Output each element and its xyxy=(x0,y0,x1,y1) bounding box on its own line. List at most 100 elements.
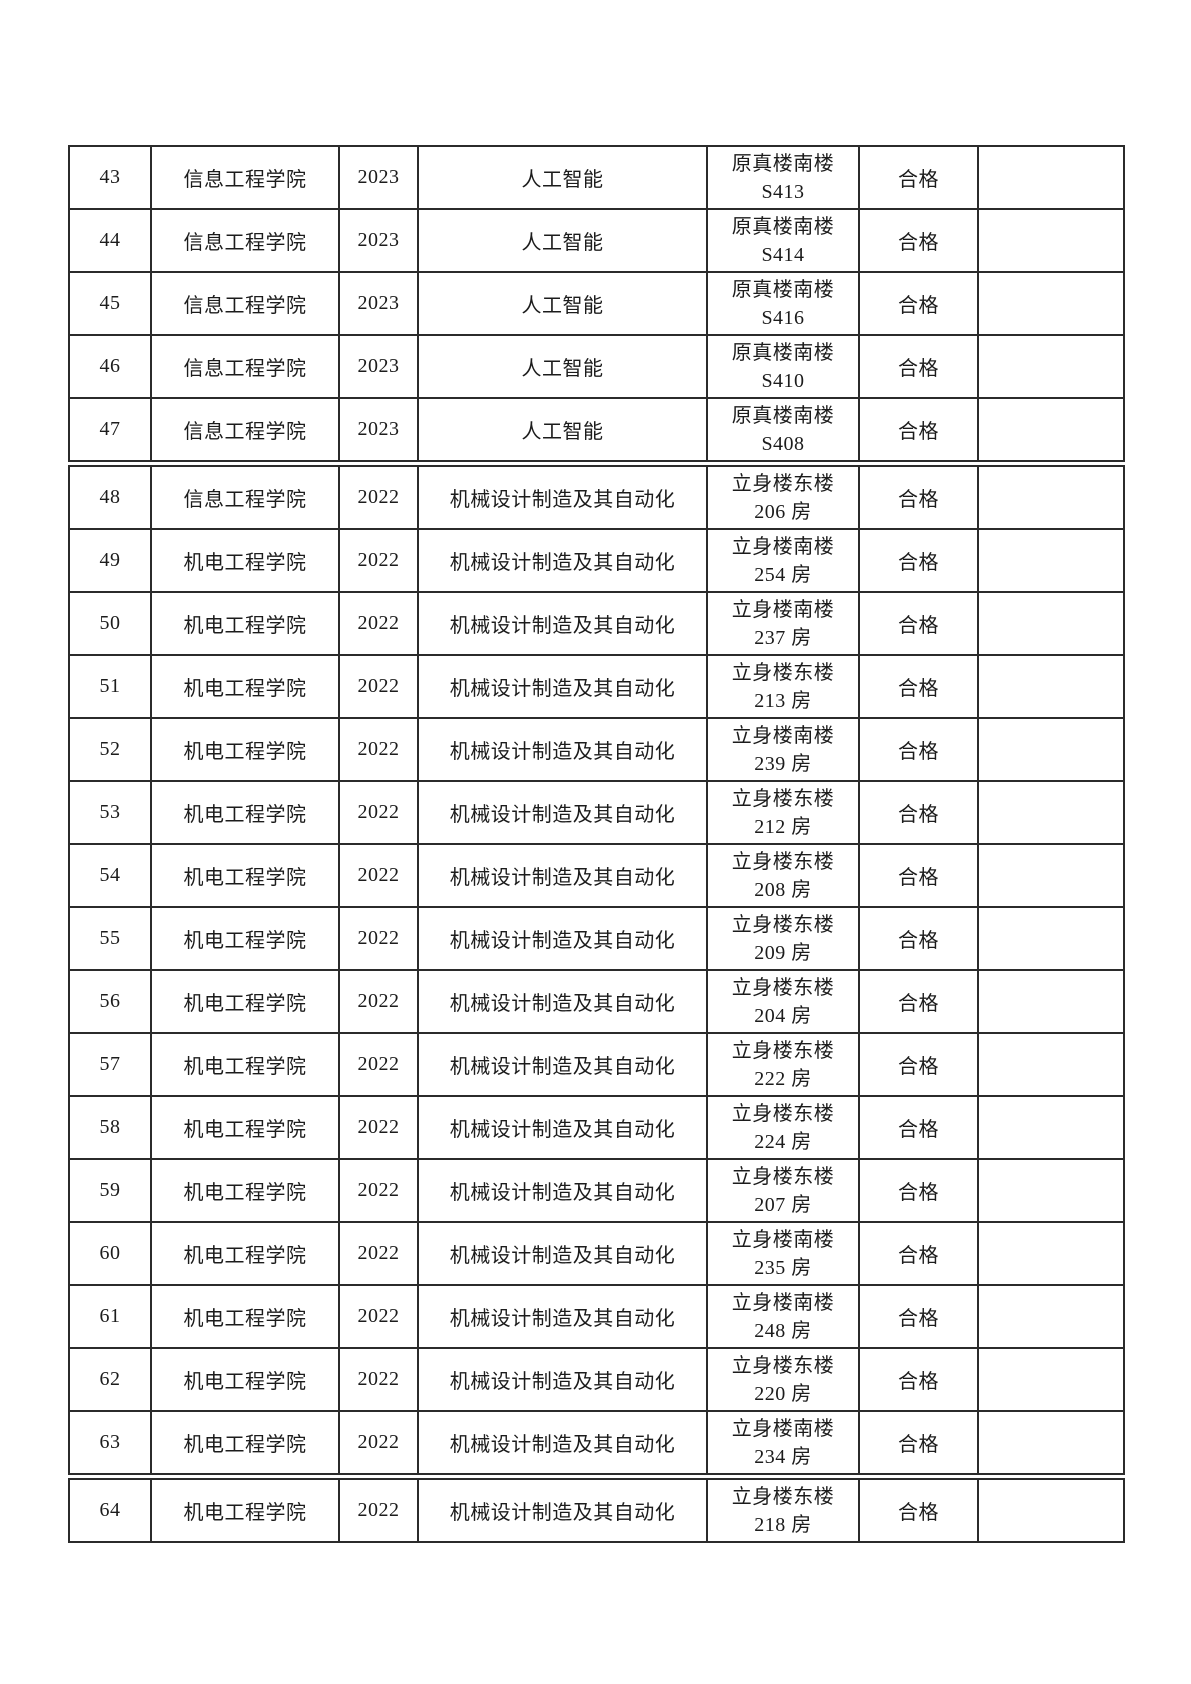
cell-row-number: 60 xyxy=(68,1221,152,1286)
cell-result: 合格 xyxy=(858,397,979,465)
cell-location: 立身楼南楼 254 房 xyxy=(706,528,860,593)
cell-result: 合格 xyxy=(858,1284,979,1349)
cell-major: 机械设计制造及其自动化 xyxy=(417,717,708,782)
cell-college: 机电工程学院 xyxy=(150,654,340,719)
table-row: 46 信息工程学院 2023 人工智能 原真楼南楼 S410 合格 xyxy=(68,334,1125,399)
cell-note xyxy=(977,145,1125,210)
cell-location: 立身楼南楼 239 房 xyxy=(706,717,860,782)
cell-note xyxy=(977,1221,1125,1286)
cell-result: 合格 xyxy=(858,591,979,656)
cell-note xyxy=(977,591,1125,656)
table-row: 57 机电工程学院 2022 机械设计制造及其自动化 立身楼东楼 222 房 合… xyxy=(68,1032,1125,1097)
cell-college: 信息工程学院 xyxy=(150,334,340,399)
cell-major: 机械设计制造及其自动化 xyxy=(417,460,708,530)
location-room: 239 房 xyxy=(754,752,812,775)
cell-year: 2022 xyxy=(338,1095,419,1160)
location-room: S414 xyxy=(761,243,805,266)
cell-location: 立身楼东楼 220 房 xyxy=(706,1347,860,1412)
table-row: 53 机电工程学院 2022 机械设计制造及其自动化 立身楼东楼 212 房 合… xyxy=(68,780,1125,845)
table-row: 44 信息工程学院 2023 人工智能 原真楼南楼 S414 合格 xyxy=(68,208,1125,273)
table-row: 55 机电工程学院 2022 机械设计制造及其自动化 立身楼东楼 209 房 合… xyxy=(68,906,1125,971)
cell-result: 合格 xyxy=(858,1221,979,1286)
cell-major: 人工智能 xyxy=(417,334,708,399)
cell-note xyxy=(977,1347,1125,1412)
table-row: 52 机电工程学院 2022 机械设计制造及其自动化 立身楼南楼 239 房 合… xyxy=(68,717,1125,782)
table-row: 54 机电工程学院 2022 机械设计制造及其自动化 立身楼东楼 208 房 合… xyxy=(68,843,1125,908)
cell-row-number: 53 xyxy=(68,780,152,845)
cell-result: 合格 xyxy=(858,654,979,719)
cell-major: 机械设计制造及其自动化 xyxy=(417,1473,708,1543)
cell-row-number: 50 xyxy=(68,591,152,656)
cell-location: 立身楼东楼 224 房 xyxy=(706,1095,860,1160)
cell-college: 机电工程学院 xyxy=(150,1410,340,1478)
cell-location: 立身楼东楼 206 房 xyxy=(706,460,860,530)
cell-year: 2022 xyxy=(338,969,419,1034)
cell-year: 2022 xyxy=(338,528,419,593)
cell-row-number: 64 xyxy=(68,1473,152,1543)
location-room: 207 房 xyxy=(754,1193,812,1216)
cell-row-number: 63 xyxy=(68,1410,152,1478)
location-room: 212 房 xyxy=(754,815,812,838)
exam-room-table: 43 信息工程学院 2023 人工智能 原真楼南楼 S413 合格 44 信息工… xyxy=(68,145,1125,1543)
cell-note xyxy=(977,334,1125,399)
cell-location: 立身楼南楼 235 房 xyxy=(706,1221,860,1286)
cell-result: 合格 xyxy=(858,780,979,845)
location-building: 原真楼南楼 xyxy=(731,278,835,301)
cell-major: 人工智能 xyxy=(417,145,708,210)
cell-college: 机电工程学院 xyxy=(150,1473,340,1543)
table-row: 49 机电工程学院 2022 机械设计制造及其自动化 立身楼南楼 254 房 合… xyxy=(68,528,1125,593)
location-room: 248 房 xyxy=(754,1319,812,1342)
table-row: 51 机电工程学院 2022 机械设计制造及其自动化 立身楼东楼 213 房 合… xyxy=(68,654,1125,719)
cell-result: 合格 xyxy=(858,460,979,530)
location-room: S416 xyxy=(761,306,805,329)
location-room: S408 xyxy=(761,432,805,455)
cell-result: 合格 xyxy=(858,1032,979,1097)
cell-major: 机械设计制造及其自动化 xyxy=(417,906,708,971)
cell-college: 机电工程学院 xyxy=(150,591,340,656)
location-room: 234 房 xyxy=(754,1445,812,1468)
cell-college: 机电工程学院 xyxy=(150,780,340,845)
cell-college: 机电工程学院 xyxy=(150,1221,340,1286)
location-building: 立身楼东楼 xyxy=(731,1354,835,1377)
location-building: 原真楼南楼 xyxy=(731,404,835,427)
location-building: 立身楼东楼 xyxy=(731,1165,835,1188)
location-building: 立身楼东楼 xyxy=(731,1102,835,1125)
location-room: 208 房 xyxy=(754,878,812,901)
cell-year: 2023 xyxy=(338,208,419,273)
location-building: 原真楼南楼 xyxy=(731,215,835,238)
cell-year: 2022 xyxy=(338,780,419,845)
cell-result: 合格 xyxy=(858,1410,979,1478)
cell-college: 机电工程学院 xyxy=(150,1158,340,1223)
cell-row-number: 45 xyxy=(68,271,152,336)
location-room: 220 房 xyxy=(754,1382,812,1405)
location-building: 立身楼东楼 xyxy=(731,661,835,684)
cell-location: 立身楼东楼 213 房 xyxy=(706,654,860,719)
location-room: 235 房 xyxy=(754,1256,812,1279)
table-row: 43 信息工程学院 2023 人工智能 原真楼南楼 S413 合格 xyxy=(68,145,1125,210)
cell-college: 信息工程学院 xyxy=(150,460,340,530)
cell-row-number: 47 xyxy=(68,397,152,465)
cell-result: 合格 xyxy=(858,271,979,336)
cell-year: 2023 xyxy=(338,271,419,336)
cell-result: 合格 xyxy=(858,1158,979,1223)
cell-note xyxy=(977,208,1125,273)
table-row: 64 机电工程学院 2022 机械设计制造及其自动化 立身楼东楼 218 房 合… xyxy=(68,1473,1125,1543)
cell-college: 机电工程学院 xyxy=(150,906,340,971)
cell-major: 机械设计制造及其自动化 xyxy=(417,1284,708,1349)
cell-year: 2022 xyxy=(338,843,419,908)
cell-location: 原真楼南楼 S414 xyxy=(706,208,860,273)
cell-row-number: 48 xyxy=(68,460,152,530)
cell-year: 2023 xyxy=(338,397,419,465)
cell-major: 人工智能 xyxy=(417,208,708,273)
location-room: 218 房 xyxy=(754,1513,812,1536)
table-row: 58 机电工程学院 2022 机械设计制造及其自动化 立身楼东楼 224 房 合… xyxy=(68,1095,1125,1160)
cell-year: 2022 xyxy=(338,1284,419,1349)
location-room: 222 房 xyxy=(754,1067,812,1090)
cell-row-number: 49 xyxy=(68,528,152,593)
cell-location: 立身楼东楼 209 房 xyxy=(706,906,860,971)
cell-result: 合格 xyxy=(858,208,979,273)
cell-note xyxy=(977,843,1125,908)
cell-major: 机械设计制造及其自动化 xyxy=(417,1410,708,1478)
cell-result: 合格 xyxy=(858,969,979,1034)
cell-result: 合格 xyxy=(858,906,979,971)
